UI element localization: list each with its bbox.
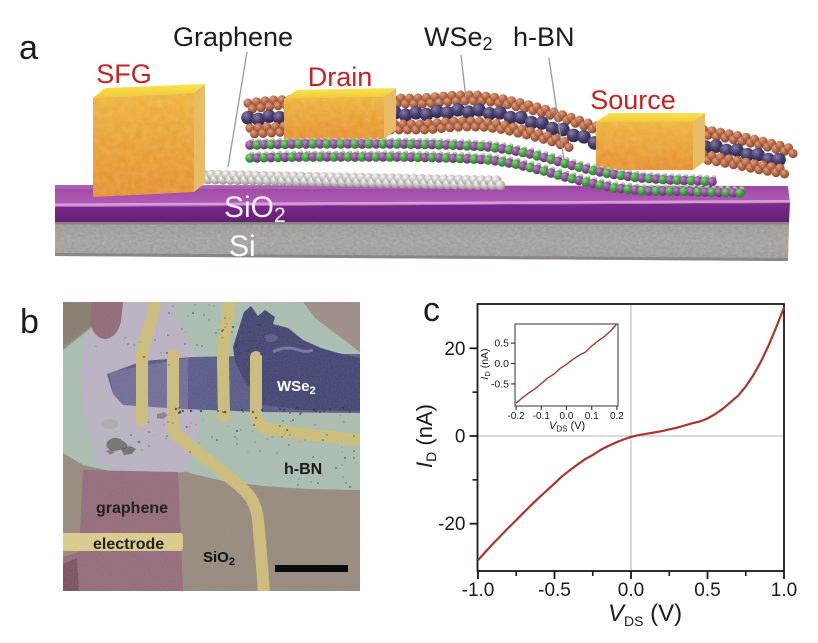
svg-text:VDS (V): VDS (V) xyxy=(549,420,585,434)
svg-text:electrode: electrode xyxy=(93,536,164,553)
svg-text:Si: Si xyxy=(229,230,256,263)
svg-text:WSe2: WSe2 xyxy=(277,378,316,397)
svg-text:0.0: 0.0 xyxy=(618,580,644,601)
svg-text:b: b xyxy=(20,303,39,341)
svg-text:1.0: 1.0 xyxy=(771,580,797,601)
svg-text:0.0: 0.0 xyxy=(494,358,509,370)
svg-text:-0.5: -0.5 xyxy=(491,378,509,390)
svg-text:0.5: 0.5 xyxy=(694,580,720,601)
svg-text:Graphene: Graphene xyxy=(173,22,293,52)
svg-text:-0.2: -0.2 xyxy=(507,411,525,422)
svg-text:-20: -20 xyxy=(438,514,465,535)
svg-text:c: c xyxy=(423,291,440,329)
svg-text:WSe2: WSe2 xyxy=(424,22,493,54)
svg-text:-1.0: -1.0 xyxy=(462,580,495,601)
svg-text:0.0: 0.0 xyxy=(560,411,574,422)
svg-text:ID (nA): ID (nA) xyxy=(412,404,439,468)
svg-text:a: a xyxy=(19,29,38,67)
svg-text:0: 0 xyxy=(455,427,466,448)
svg-text:-0.1: -0.1 xyxy=(533,411,551,422)
svg-text:20: 20 xyxy=(444,339,465,360)
svg-text:Source: Source xyxy=(590,85,676,115)
svg-text:0.5: 0.5 xyxy=(494,338,509,350)
svg-text:0.1: 0.1 xyxy=(585,411,599,422)
svg-text:h-BN: h-BN xyxy=(513,22,575,52)
svg-text:graphene: graphene xyxy=(96,500,168,517)
svg-text:SiO2: SiO2 xyxy=(203,549,235,568)
svg-text:Drain: Drain xyxy=(308,62,373,92)
svg-text:0.2: 0.2 xyxy=(610,411,624,422)
svg-text:SFG: SFG xyxy=(96,59,152,89)
svg-text:h-BN: h-BN xyxy=(284,461,322,478)
svg-text:VDS (V): VDS (V) xyxy=(608,600,682,629)
svg-text:-0.5: -0.5 xyxy=(538,580,571,601)
svg-text:ID (nA): ID (nA) xyxy=(479,348,492,379)
